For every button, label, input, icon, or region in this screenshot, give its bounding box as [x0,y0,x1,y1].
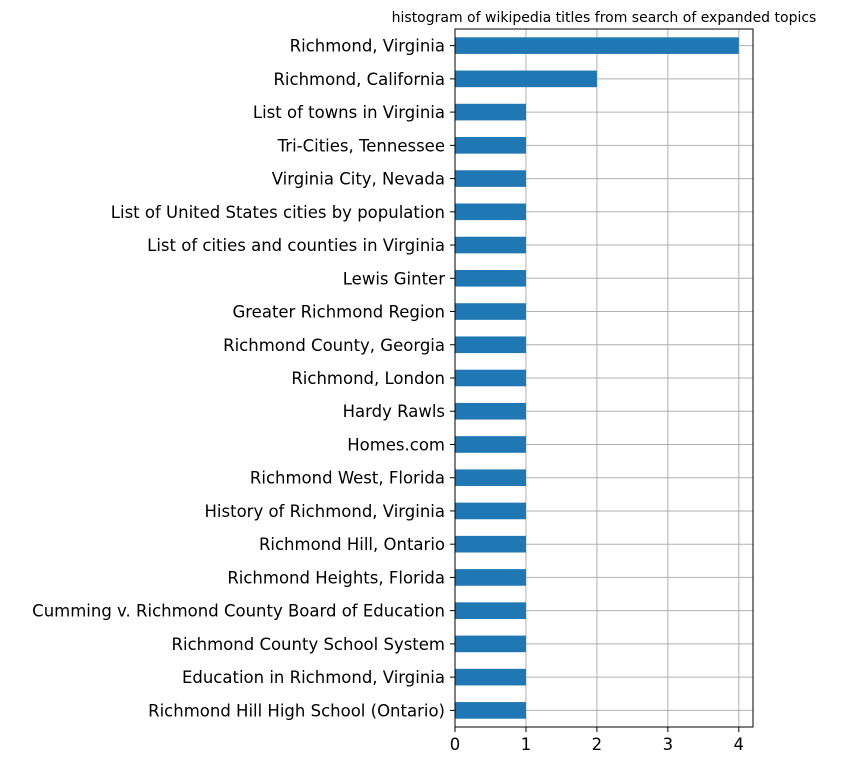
bar [455,203,526,221]
bar [455,469,526,487]
y-tick-label: Lewis Ginter [343,269,445,288]
bar [455,436,526,453]
y-tick-label: Greater Richmond Region [232,303,445,322]
y-tick-label: List of towns in Virginia [253,103,445,122]
bar [455,37,739,54]
bar [455,702,526,719]
bar [455,668,526,686]
bar [455,336,526,354]
bar [455,137,526,154]
y-tick-label: Richmond West, Florida [250,469,445,488]
bar [455,602,526,619]
y-tick-labels: Richmond, Virginia Richmond, California Li… [32,37,445,721]
bar [455,170,526,187]
bars-layer [455,37,739,719]
y-tick-label: Richmond County School System [172,635,445,654]
x-tick-label: 2 [592,735,603,754]
x-tick-labels: 0 1 2 3 4 [450,735,744,754]
y-tick-label: Richmond Hill, Ontario [259,535,445,554]
y-tick-label: List of United States cities by populati… [111,203,445,222]
y-tick-label: Richmond Hill High School (Ontario) [148,701,445,720]
bar [455,103,526,121]
bar [455,569,526,586]
y-tick-label: Education in Richmond, Virginia [182,668,445,687]
x-tick-label: 3 [663,735,674,754]
chart-title: histogram of wikipedia titles from searc… [392,10,817,26]
bar [455,236,526,254]
y-tick-label: List of cities and counties in Virginia [147,236,445,255]
y-tick-label: Richmond, California [273,70,445,89]
y-tick-label: Cumming v. Richmond County Board of Educ… [32,602,445,621]
bar [455,269,526,287]
bar [455,70,597,88]
y-tick-label: Richmond, London [291,369,445,388]
bar [455,535,526,553]
x-tick-label: 4 [734,735,745,754]
x-tick-label: 1 [521,735,532,754]
bar [455,303,526,320]
y-tick-label: Hardy Rawls [343,402,445,421]
y-tick-label: Richmond Heights, Florida [227,568,445,587]
bar [455,635,526,653]
y-tick-label: Richmond County, Georgia [223,336,445,355]
y-tick-label: Virginia City, Nevada [272,170,445,189]
x-tick-label: 0 [450,735,461,754]
axes-layer [450,28,754,732]
bar [455,369,526,387]
bar [455,402,526,420]
bar [455,502,526,520]
y-tick-label: History of Richmond, Virginia [205,502,445,521]
axes-frame [454,28,754,728]
y-tick-label: Tri-Cities, Tennessee [277,136,445,155]
y-tick-label: Homes.com [347,435,445,454]
y-tick-label: Richmond, Virginia [290,37,445,56]
